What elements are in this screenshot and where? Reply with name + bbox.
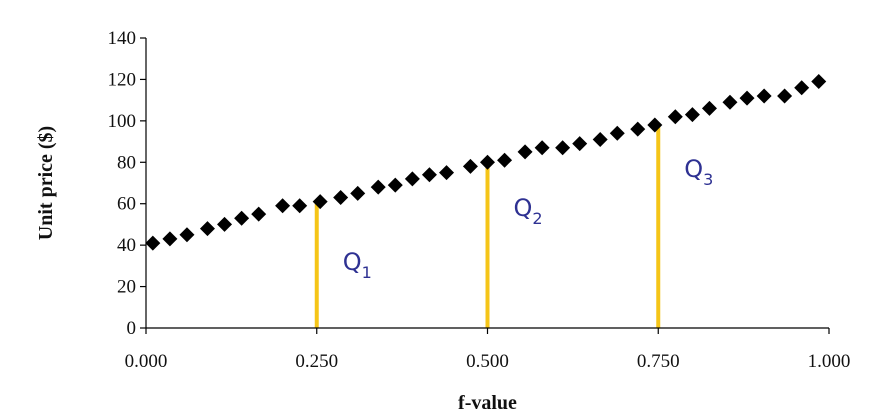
x-tick-label: 0.750 xyxy=(637,351,680,372)
y-tick-label: 60 xyxy=(117,194,136,215)
quartile-label-letter: Q xyxy=(514,194,533,222)
data-point xyxy=(701,100,717,116)
data-point xyxy=(333,190,349,205)
data-point xyxy=(370,179,386,195)
data-point xyxy=(350,185,366,201)
data-point xyxy=(497,152,513,168)
data-point xyxy=(179,227,195,243)
data-points xyxy=(145,74,827,251)
data-point xyxy=(421,167,437,183)
data-point xyxy=(722,94,738,110)
quartile-label: Q3 xyxy=(684,155,713,189)
data-point xyxy=(439,165,455,181)
data-point xyxy=(609,125,625,141)
data-point xyxy=(312,194,328,210)
y-tick-label: 80 xyxy=(117,152,136,173)
data-point xyxy=(162,231,178,247)
x-axis-title: f-value xyxy=(458,392,517,414)
data-point xyxy=(462,158,478,174)
data-point xyxy=(387,177,403,193)
data-point xyxy=(777,88,793,104)
quartile-label-subscript: 1 xyxy=(362,263,372,282)
data-point xyxy=(517,144,533,160)
data-point xyxy=(647,117,663,133)
y-tick-label: 140 xyxy=(108,28,137,49)
data-point xyxy=(251,206,267,222)
y-tick-label: 120 xyxy=(108,69,137,90)
x-tick-label: 1.000 xyxy=(808,351,851,372)
data-point xyxy=(811,74,827,89)
data-point xyxy=(292,198,308,214)
y-tick-label: 20 xyxy=(117,277,136,298)
data-point xyxy=(592,132,608,147)
y-tick-label: 40 xyxy=(117,235,136,256)
x-tick-label: 0.000 xyxy=(125,351,168,372)
data-point xyxy=(534,140,550,156)
quartile-label: Q2 xyxy=(514,194,543,228)
x-tick-label: 0.250 xyxy=(295,351,338,372)
data-point xyxy=(217,216,233,232)
y-tick-label: 0 xyxy=(127,318,137,339)
data-point xyxy=(756,88,772,104)
data-point xyxy=(739,90,755,106)
data-point xyxy=(480,154,495,170)
data-point xyxy=(199,221,215,237)
quartile-lines xyxy=(314,122,661,328)
data-point xyxy=(145,235,161,251)
y-axis-ticks: 0 20 40 60 80 100 120 140 xyxy=(108,28,146,339)
data-point xyxy=(794,80,810,96)
data-point xyxy=(684,107,700,123)
quartile-label-subscript: 3 xyxy=(703,170,713,189)
data-point xyxy=(404,171,420,187)
x-tick-label: 0.500 xyxy=(466,351,509,372)
x-axis-ticks: 0.000 0.250 0.500 0.750 1.000 xyxy=(125,328,851,372)
y-axis-title: Unit price ($) xyxy=(35,126,57,240)
quartile-label-subscript: 2 xyxy=(532,209,542,228)
data-point xyxy=(572,136,588,152)
data-point xyxy=(555,140,571,156)
quartile-label-letter: Q xyxy=(343,248,362,276)
quartile-label-letter: Q xyxy=(684,155,703,183)
quartile-label: Q1 xyxy=(343,248,372,282)
data-point xyxy=(630,121,646,137)
data-point xyxy=(234,210,250,226)
y-tick-label: 100 xyxy=(108,111,137,132)
data-point xyxy=(667,109,683,125)
data-point xyxy=(275,198,291,214)
